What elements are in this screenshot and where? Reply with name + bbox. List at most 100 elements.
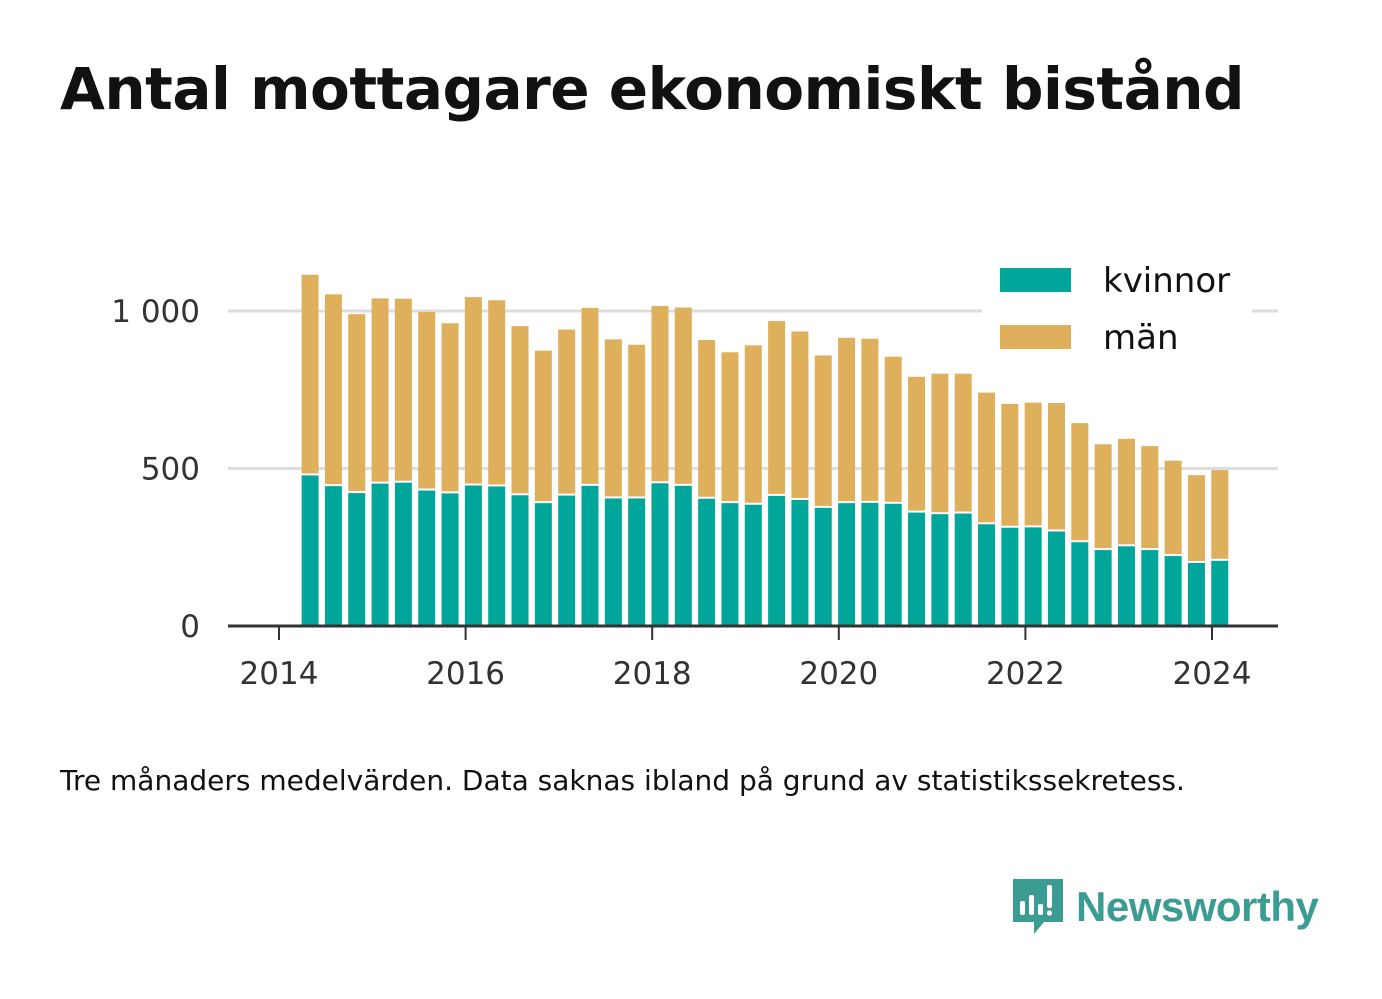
bar-man [441, 323, 459, 492]
bar-kvinnor [1117, 546, 1135, 626]
bar-kvinnor [371, 483, 389, 626]
bar-man [1141, 446, 1159, 549]
brand-logo: Newsworthy [1010, 876, 1319, 938]
bar-kvinnor [301, 475, 319, 626]
bar-man [324, 294, 342, 485]
bar-man [814, 355, 832, 506]
bar-kvinnor [1211, 560, 1229, 626]
bar-kvinnor [1001, 527, 1019, 626]
legend-label: män [1103, 318, 1179, 358]
bar-man [1164, 460, 1182, 555]
bar-kvinnor [744, 504, 762, 626]
bar-man [1187, 475, 1205, 561]
bar-man [604, 339, 622, 497]
bar-kvinnor [581, 485, 599, 626]
bar-kvinnor [558, 495, 576, 626]
bar-kvinnor [884, 503, 902, 626]
x-tick-label: 2024 [1173, 656, 1252, 692]
chart-title: Antal mottagare ekonomiskt bistånd [60, 55, 1245, 123]
bar-man [674, 307, 692, 484]
bar-kvinnor [978, 524, 996, 626]
bar-kvinnor [464, 485, 482, 626]
bar-man [348, 314, 366, 492]
bar-kvinnor [1048, 531, 1065, 626]
bar-kvinnor [768, 495, 786, 626]
bar-kvinnor [1024, 527, 1042, 626]
bar-kvinnor [324, 486, 342, 626]
bar-man [651, 305, 669, 482]
bar-kvinnor [814, 507, 832, 626]
bar-man [558, 329, 576, 494]
legend-swatch [1000, 268, 1071, 292]
bar-man [744, 345, 762, 503]
bar-man [534, 350, 552, 502]
bar-kvinnor [674, 485, 692, 626]
bar-man [768, 321, 786, 494]
bar-man [301, 274, 319, 474]
bar-man [581, 307, 599, 484]
bar-kvinnor [534, 503, 552, 626]
bar-kvinnor [721, 503, 739, 626]
bar-man [1117, 438, 1135, 545]
bar-man [511, 326, 529, 494]
x-tick-label: 2016 [426, 656, 505, 692]
chart-note: Tre månaders medelvärden. Data saknas ib… [60, 764, 1185, 797]
bar-man [1094, 444, 1112, 549]
bar-kvinnor [604, 498, 622, 626]
bar-kvinnor [791, 500, 809, 626]
bar-man [628, 344, 646, 497]
bar-man [931, 373, 949, 513]
newsworthy-logo-icon [1013, 879, 1063, 934]
bar-kvinnor [511, 495, 529, 626]
bar-kvinnor [698, 498, 716, 626]
legend-swatch [1000, 325, 1071, 349]
bar-kvinnor [628, 498, 646, 626]
bar-man [1048, 402, 1065, 530]
bar-kvinnor [1187, 563, 1205, 626]
y-tick-label: 500 [141, 452, 200, 488]
bar-kvinnor [931, 514, 949, 626]
bar-kvinnor [1141, 550, 1159, 626]
bar-kvinnor [1071, 542, 1089, 626]
bar-man [1024, 402, 1042, 526]
brand-name: Newsworthy [1076, 883, 1319, 930]
bar-kvinnor [348, 493, 366, 626]
y-tick-label: 1 000 [111, 294, 200, 330]
axes: 0 500 1 000 2014 2016 2018 2020 2022 2024 [111, 294, 1278, 692]
x-tick-label: 2022 [986, 656, 1065, 692]
bar-man [371, 298, 389, 482]
bar-kvinnor [651, 483, 669, 626]
bars [301, 274, 1229, 626]
bar-man [1001, 403, 1019, 526]
bar-man [418, 311, 436, 489]
bar-man [908, 376, 926, 511]
bar-kvinnor [954, 513, 972, 626]
bar-kvinnor [838, 503, 856, 626]
bar-man [954, 373, 972, 512]
x-tick-label: 2020 [799, 656, 878, 692]
legend-label: kvinnor [1103, 261, 1230, 301]
bar-kvinnor [488, 486, 506, 626]
legend: kvinnor män [982, 255, 1252, 367]
bar-kvinnor [441, 493, 459, 626]
bar-man [698, 339, 716, 497]
bar-kvinnor [1164, 556, 1182, 626]
bar-kvinnor [861, 502, 879, 626]
bar-man [791, 331, 809, 498]
bar-man [1071, 423, 1089, 541]
bar-man [861, 338, 879, 501]
bar-man [394, 298, 412, 481]
y-tick-label: 0 [180, 609, 200, 645]
bar-man [721, 352, 739, 502]
x-tick-label: 2018 [613, 656, 692, 692]
x-tick-label: 2014 [240, 656, 319, 692]
bar-man [488, 300, 506, 485]
bar-kvinnor [418, 490, 436, 626]
bar-kvinnor [908, 512, 926, 626]
bar-kvinnor [394, 482, 412, 626]
bar-man [1211, 470, 1229, 559]
bar-man [884, 356, 902, 502]
bar-kvinnor [1094, 550, 1112, 626]
bar-man [464, 297, 482, 484]
